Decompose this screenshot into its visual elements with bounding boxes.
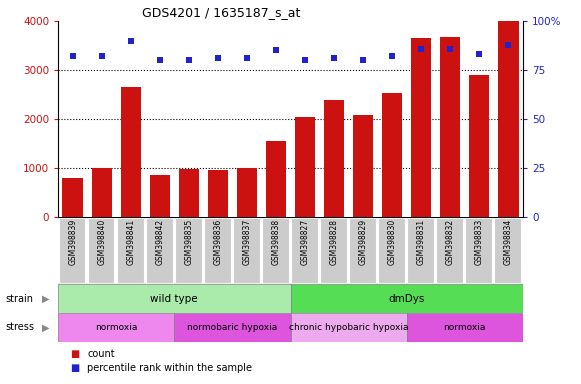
Point (184, 57, 193, 63)
FancyBboxPatch shape (290, 313, 407, 342)
Text: chronic hypobaric hypoxia: chronic hypobaric hypoxia (289, 323, 408, 332)
Bar (295, 117, 315, 217)
FancyBboxPatch shape (175, 218, 202, 283)
Point (271, 48, 281, 54)
Point (475, 51, 484, 58)
FancyBboxPatch shape (146, 218, 173, 283)
Text: GSM398842: GSM398842 (155, 219, 164, 265)
FancyBboxPatch shape (262, 218, 289, 283)
FancyBboxPatch shape (291, 218, 318, 283)
Text: ■: ■ (70, 362, 79, 373)
Point (417, 45, 426, 51)
Bar (266, 141, 286, 217)
Bar (411, 38, 431, 217)
FancyBboxPatch shape (290, 284, 523, 313)
FancyBboxPatch shape (465, 218, 492, 283)
Bar (498, 21, 518, 217)
Point (97, 53, 106, 60)
Point (329, 55, 339, 61)
FancyBboxPatch shape (117, 218, 144, 283)
FancyBboxPatch shape (407, 218, 434, 283)
Text: GSM398837: GSM398837 (242, 219, 252, 265)
Bar (208, 170, 228, 217)
Text: GSM398835: GSM398835 (184, 219, 193, 265)
Text: count: count (87, 349, 115, 359)
Text: ■: ■ (70, 349, 79, 359)
Bar (121, 87, 141, 217)
FancyBboxPatch shape (349, 218, 376, 283)
FancyBboxPatch shape (59, 218, 85, 283)
Bar (469, 75, 489, 217)
Text: wild type: wild type (150, 293, 198, 304)
Text: normoxia: normoxia (95, 323, 137, 332)
FancyBboxPatch shape (204, 218, 231, 283)
Text: ▶: ▶ (42, 322, 49, 333)
Bar (92, 168, 112, 217)
Point (213, 55, 223, 61)
Point (358, 57, 368, 63)
FancyBboxPatch shape (494, 218, 521, 283)
FancyBboxPatch shape (233, 218, 260, 283)
Text: GSM398834: GSM398834 (504, 219, 513, 265)
Point (155, 57, 164, 63)
Point (446, 45, 455, 51)
Text: GSM398841: GSM398841 (126, 219, 135, 265)
Text: percentile rank within the sample: percentile rank within the sample (87, 362, 252, 373)
Point (242, 55, 252, 61)
Bar (382, 93, 402, 217)
Bar (440, 37, 460, 217)
Text: GDS4201 / 1635187_s_at: GDS4201 / 1635187_s_at (142, 6, 300, 19)
FancyBboxPatch shape (378, 218, 405, 283)
FancyBboxPatch shape (88, 218, 114, 283)
Text: GSM398833: GSM398833 (475, 219, 484, 265)
Text: GSM398829: GSM398829 (358, 219, 368, 265)
Text: ▶: ▶ (42, 293, 49, 304)
Point (504, 41, 513, 48)
Text: stress: stress (6, 322, 35, 333)
Text: GSM398839: GSM398839 (68, 219, 77, 265)
FancyBboxPatch shape (58, 284, 290, 313)
Text: strain: strain (6, 293, 34, 304)
FancyBboxPatch shape (320, 218, 347, 283)
Bar (237, 168, 257, 217)
Text: normoxia: normoxia (444, 323, 486, 332)
Text: GSM398840: GSM398840 (97, 219, 106, 265)
Text: GSM398832: GSM398832 (446, 219, 455, 265)
Text: normobaric hypoxia: normobaric hypoxia (187, 323, 278, 332)
Bar (353, 115, 373, 217)
Point (388, 53, 397, 60)
Text: GSM398827: GSM398827 (300, 219, 310, 265)
Bar (324, 101, 344, 217)
Bar (150, 175, 170, 217)
FancyBboxPatch shape (436, 218, 463, 283)
Text: GSM398831: GSM398831 (417, 219, 426, 265)
FancyBboxPatch shape (174, 313, 290, 342)
Point (68, 53, 77, 60)
Bar (178, 169, 199, 217)
Text: GSM398828: GSM398828 (329, 219, 339, 265)
Text: dmDys: dmDys (389, 293, 425, 304)
Text: GSM398838: GSM398838 (271, 219, 281, 265)
Text: GSM398830: GSM398830 (388, 219, 397, 265)
Text: GSM398836: GSM398836 (213, 219, 223, 265)
Point (300, 57, 310, 63)
FancyBboxPatch shape (58, 313, 174, 342)
FancyBboxPatch shape (407, 313, 523, 342)
Point (126, 38, 135, 44)
Bar (63, 178, 83, 217)
